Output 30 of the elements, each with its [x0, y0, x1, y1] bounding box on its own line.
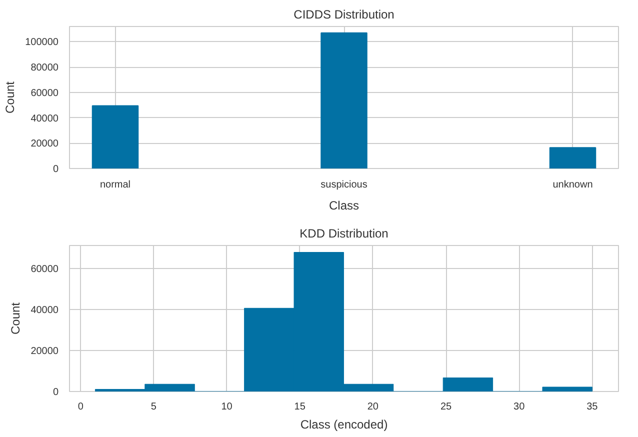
bar [549, 147, 596, 168]
y-axis-title: Count [8, 302, 23, 335]
x-tick-label: 35 [586, 402, 598, 412]
x-axis-title: Class (encoded) [300, 418, 388, 432]
y-axis-title: Count [3, 80, 18, 114]
y-tick-label: 40000 [30, 113, 59, 124]
y-tick-label: 80000 [30, 62, 59, 74]
y-tick-label: 20000 [30, 138, 59, 150]
x-tick-label: 15 [294, 402, 306, 412]
x-tick-label: 30 [514, 402, 526, 412]
x-tick-label: normal [100, 180, 131, 190]
chart-title: CIDDS Distribution [294, 8, 394, 22]
x-tick-label: suspicious [320, 180, 368, 190]
x-tick-label: 20 [367, 402, 379, 412]
x-tick-label: 25 [440, 402, 452, 412]
y-tick-label: 20000 [30, 346, 59, 358]
x-tick-label: 5 [150, 402, 157, 412]
y-tick-label: 0 [52, 164, 59, 175]
x-axis-title: Class [328, 198, 360, 212]
bar [320, 32, 368, 168]
chart-title: KDD Distribution [300, 226, 388, 240]
y-tick-label: 100000 [25, 37, 59, 48]
y-tick-label: 60000 [30, 88, 59, 99]
y-tick-label: 0 [52, 387, 59, 398]
y-tick-label: 60000 [30, 264, 59, 276]
y-tick-label: 40000 [30, 305, 59, 316]
x-tick-label: 10 [221, 402, 233, 412]
x-tick-label: 0 [78, 402, 84, 412]
x-tick-label: unknown [552, 180, 593, 190]
bar [92, 105, 139, 168]
